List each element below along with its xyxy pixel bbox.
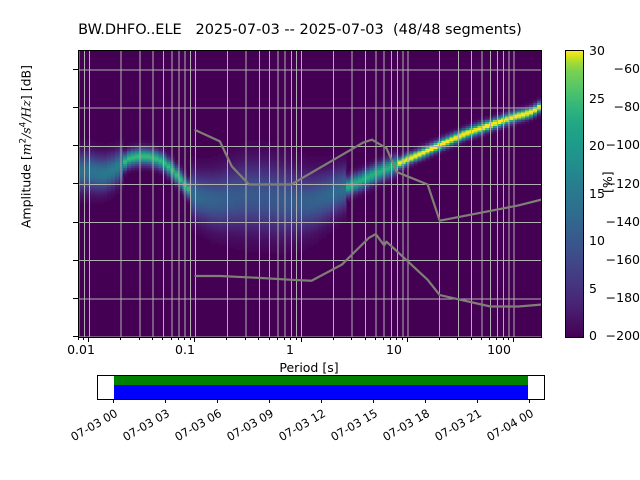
- timeline-tick: [112, 399, 114, 403]
- colorbar-tick-label: 15: [589, 186, 605, 201]
- timeline-tick: [268, 399, 270, 403]
- axis-tick: [300, 337, 302, 342]
- x-tick-label: 100: [487, 342, 511, 357]
- timeline-tick: [321, 399, 322, 403]
- axis-tick: [290, 337, 292, 340]
- axis-tick: [396, 337, 398, 340]
- colorbar-tick-label: 20: [589, 138, 605, 153]
- axis-tick: [78, 337, 79, 340]
- axis-tick: [120, 337, 122, 340]
- y-tick-label: −60: [613, 61, 640, 76]
- y-tick-label: −160: [605, 252, 640, 267]
- axis-tick: [438, 337, 440, 340]
- axis-tick: [73, 107, 78, 109]
- timeline-segment-green: [114, 376, 528, 385]
- timeline-tick-label: 07-03 03: [120, 406, 172, 444]
- axis-tick: [383, 337, 385, 340]
- axis-tick: [83, 337, 85, 340]
- axis-tick: [295, 337, 297, 340]
- y-axis-label: Amplitude [m2/s4/Hz] [dB]: [18, 65, 34, 229]
- ppsd-histogram-layer: [79, 96, 541, 256]
- axis-tick: [189, 337, 191, 340]
- timeline-tick: [477, 399, 479, 403]
- axis-tick: [170, 337, 172, 340]
- y-tick-label: −100: [605, 137, 640, 152]
- axis-tick: [73, 259, 78, 261]
- axis-tick: [496, 337, 498, 340]
- axis-tick: [73, 221, 78, 223]
- y-tick-label: −200: [605, 328, 640, 343]
- x-axis-label: Period [s]: [279, 360, 339, 375]
- axis-tick: [73, 297, 78, 299]
- axis-tick: [268, 337, 270, 340]
- timeline-tick-label: 07-03 21: [432, 406, 485, 444]
- ppsd-canvas: [79, 51, 541, 337]
- axis-tick: [284, 337, 286, 340]
- axis-tick: [390, 337, 392, 340]
- axis-tick: [457, 337, 459, 340]
- axis-tick: [502, 337, 504, 340]
- axis-tick: [470, 337, 472, 340]
- axis-tick: [88, 337, 90, 342]
- y-tick-label: −180: [605, 290, 640, 305]
- timeline-tick: [529, 399, 531, 403]
- axis-tick: [351, 337, 353, 340]
- x-tick-label: 0.01: [67, 342, 95, 357]
- timeline-tick: [373, 399, 375, 403]
- timeline-tick: [216, 399, 218, 403]
- axis-tick: [374, 337, 376, 340]
- axis-tick: [245, 337, 247, 340]
- colorbar-tick-label: 25: [589, 91, 605, 106]
- axis-tick: [162, 337, 164, 340]
- timeline-coverage-axes[interactable]: [97, 375, 545, 400]
- timeline-tick-label: 07-03 06: [172, 406, 224, 444]
- timeline-tick-label: 07-03 18: [380, 406, 433, 444]
- axis-tick: [73, 336, 78, 337]
- axis-tick: [152, 337, 154, 340]
- axis-tick: [332, 337, 334, 340]
- timeline-tick-label: 07-04 00: [484, 406, 537, 444]
- timeline-tick-label: 07-03 09: [224, 406, 276, 444]
- timeline-tick-label: 07-03 00: [67, 406, 120, 444]
- axis-tick: [508, 337, 510, 340]
- colorbar-tick-label: 30: [589, 43, 605, 58]
- axis-tick: [277, 337, 279, 340]
- timeline-tick: [164, 399, 166, 403]
- y-tick-label: −140: [605, 214, 640, 229]
- x-tick-label: 1: [286, 342, 294, 357]
- axis-tick: [489, 337, 491, 340]
- noise-model-layer: [194, 129, 541, 308]
- axis-tick: [138, 337, 140, 340]
- ppsd-plot-area[interactable]: [78, 50, 542, 338]
- axis-tick: [226, 337, 228, 340]
- page-title: BW.DHFO..ELE 2025-07-03 -- 2025-07-03 (4…: [78, 22, 522, 38]
- grid-layer: [79, 51, 541, 337]
- colorbar-tick-label: 0: [589, 328, 597, 343]
- axis-tick: [512, 337, 514, 342]
- x-tick-label: 10: [386, 342, 402, 357]
- colorbar-tick-label: 10: [589, 233, 605, 248]
- timeline-segment-blue: [114, 385, 528, 399]
- x-tick-label: 0.1: [175, 342, 195, 357]
- axis-tick: [177, 337, 179, 340]
- axis-tick: [73, 69, 78, 71]
- timeline-tick-label: 07-03 15: [328, 406, 381, 444]
- colorbar-tick-label: 5: [589, 281, 597, 296]
- colorbar[interactable]: [565, 50, 584, 338]
- axis-tick: [194, 337, 196, 342]
- axis-tick: [73, 145, 78, 147]
- y-tick-label: −80: [613, 99, 640, 114]
- axis-tick: [364, 337, 366, 340]
- axis-tick: [406, 337, 408, 342]
- y-tick-label: −120: [605, 176, 640, 191]
- axis-tick: [73, 183, 78, 185]
- axis-tick: [184, 337, 186, 340]
- axis-tick: [258, 337, 260, 340]
- axis-tick: [480, 337, 482, 340]
- colorbar-label: [%]: [600, 171, 615, 193]
- timeline-tick-label: 07-03 12: [276, 406, 328, 444]
- timeline-tick: [425, 399, 427, 403]
- axis-tick: [401, 337, 403, 340]
